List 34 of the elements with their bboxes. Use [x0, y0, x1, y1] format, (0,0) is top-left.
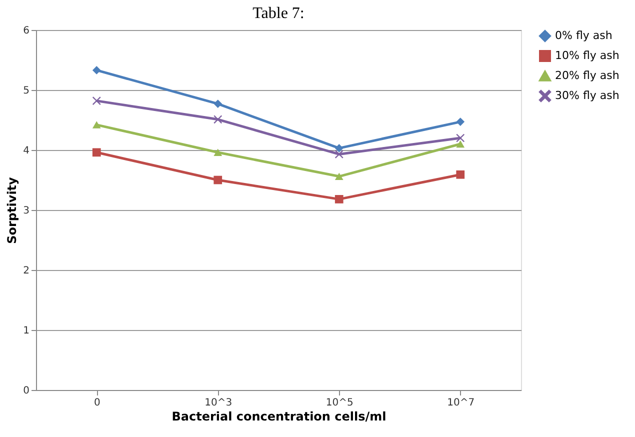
point [456, 134, 465, 142]
x-axis-title: Bacterial concentration cells/ml [172, 410, 386, 424]
legend-label: 30% fly ash [555, 89, 620, 102]
y-tick-label: 3 [23, 206, 30, 216]
point [456, 140, 465, 148]
point [214, 115, 222, 124]
point [92, 66, 101, 74]
y-tick-label: 6 [23, 26, 30, 36]
legend-label: 10% fly ash [555, 49, 620, 62]
point [334, 195, 344, 204]
x-tick-label: 0 [94, 398, 100, 408]
legend-label: 20% fly ash [555, 69, 620, 82]
y-axis-title: Sorptivity [5, 176, 20, 244]
x-tick-label: 10^7 [447, 398, 475, 408]
x-tick-label: 10^3 [204, 398, 232, 408]
point [214, 148, 222, 156]
point [214, 176, 222, 184]
x-tick-label: 10^5 [326, 398, 354, 408]
point [92, 121, 101, 128]
point [92, 148, 101, 157]
point [334, 150, 344, 158]
point [456, 118, 465, 126]
y-tick-label: 1 [23, 326, 30, 336]
point [456, 170, 465, 179]
point [92, 96, 101, 105]
point [334, 172, 344, 180]
legend-label: 0% fly ash [555, 29, 612, 42]
y-tick-label: 2 [23, 266, 30, 276]
y-tick-label: 0 [23, 386, 30, 396]
y-tick-label: 4 [23, 146, 30, 156]
point [334, 144, 344, 152]
point [214, 100, 222, 108]
y-tick-label: 5 [23, 86, 30, 96]
chart-title: Table 7: [252, 5, 304, 22]
